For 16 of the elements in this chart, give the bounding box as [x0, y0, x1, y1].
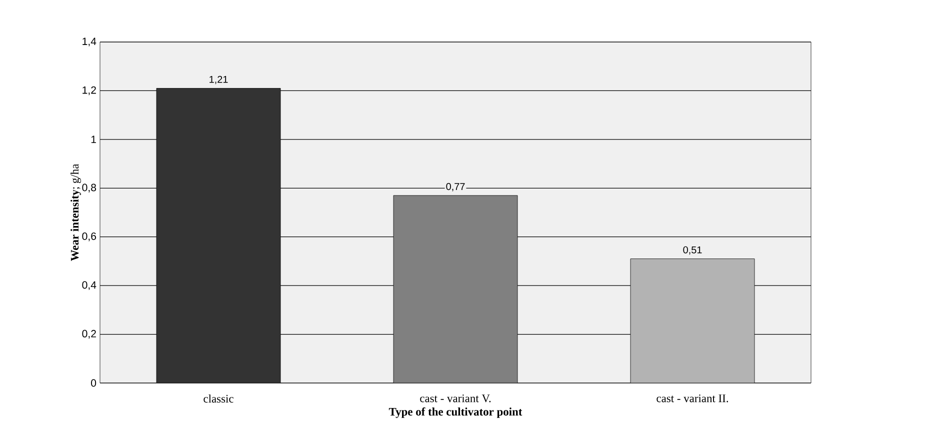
x-tick-label: classic [204, 394, 234, 403]
y-tick-label: 0,2 [82, 330, 96, 339]
x-axis-title: Type of the cultivator point [388, 407, 522, 418]
x-tick-label: cast - variant II. [656, 394, 728, 402]
y-tick-label: 1 [91, 136, 96, 144]
y-tick-label: 1,2 [82, 86, 96, 96]
y-tick-label: 0,8 [82, 184, 96, 192]
x-tick-label: cast - variant V. [420, 394, 491, 402]
y-tick-label: 0 [91, 379, 96, 387]
y-axis-title: Wear intensity; g/ha [70, 164, 81, 262]
y-tick-label: 0,6 [82, 232, 96, 242]
data-label: 0,51 [683, 246, 702, 255]
data-label: 0,77 [446, 183, 465, 192]
y-tick-label: 1,4 [82, 38, 96, 46]
y-tick-label: 0,4 [82, 281, 96, 290]
data-label: 1,21 [210, 76, 228, 84]
